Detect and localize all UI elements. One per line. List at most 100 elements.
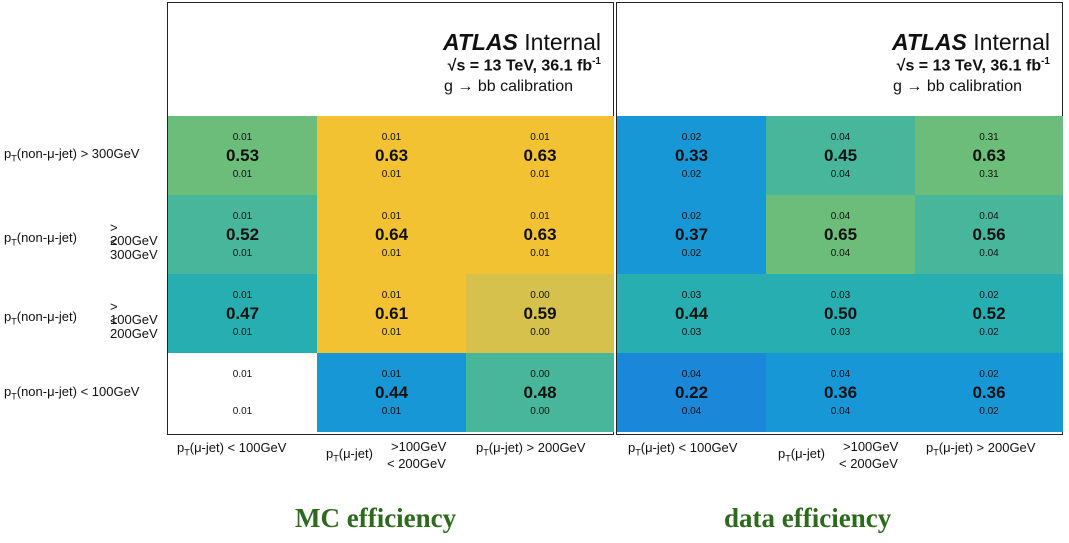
heatmap-cell: 0.01 0.47 0.01 [168,274,317,353]
heatmap-cell: 0.00 0.48 0.00 [466,353,614,432]
lower-uncertainty: 0.01 [530,248,550,259]
efficiency-value: 0.56 [972,225,1006,244]
calibration-label: g → bb calibration [893,78,1022,95]
efficiency-value: 0.36 [972,383,1006,402]
efficiency-value: 0.48 [523,383,557,402]
heatmap-cell: 0.04 0.36 0.04 [766,353,915,432]
heatmap-cell: 0.01 0.01 [168,353,317,432]
lower-uncertainty: 0.01 [381,248,402,259]
efficiency-value: 0.52 [972,304,1006,323]
heatmap-cell: 0.01 0.63 0.01 [317,116,466,195]
heatmap-cell: 0.03 0.44 0.03 [617,274,766,353]
upper-uncertainty: 0.01 [232,211,253,222]
col-label-lt100: pT(μ-jet) < 100GeV [628,440,738,458]
upper-uncertainty: 0.04 [830,369,851,380]
lower-uncertainty: 0.01 [381,327,402,338]
mc-caption: MC efficiency [295,503,457,533]
mc-header: ATLAS Internal √s = 13 TeV, 36.1 fb-1 g … [168,3,613,116]
mc-efficiency-panel: ATLAS Internal √s = 13 TeV, 36.1 fb-1 g … [167,2,614,435]
lower-uncertainty: 0.01 [232,169,253,180]
upper-uncertainty: 0.02 [979,369,999,380]
efficiency-value: 0.52 [225,225,260,244]
upper-uncertainty: 0.01 [381,211,402,222]
lower-uncertainty: 0.04 [830,406,851,417]
lower-uncertainty: 0.02 [979,327,999,338]
lower-uncertainty: 0.00 [530,406,550,417]
col-label-100-200-line1: >100GeV [843,439,899,454]
lower-uncertainty: 0.04 [830,169,851,180]
col-label-100-200-line2: < 200GeV [387,456,446,471]
upper-uncertainty: 0.01 [381,290,402,301]
heatmap-cell: 0.04 0.22 0.04 [617,353,766,432]
efficiency-value: 0.44 [674,304,709,323]
heatmap-cell: 0.01 0.61 0.01 [317,274,466,353]
data-efficiency-panel: ATLAS Internal √s = 13 TeV, 36.1 fb-1 g … [616,2,1063,435]
upper-uncertainty: 0.02 [979,290,999,301]
upper-uncertainty: 0.03 [681,290,702,301]
lower-uncertainty: 0.31 [979,169,999,180]
heatmap-cell: 0.02 0.37 0.02 [617,195,766,274]
heatmap-cell: 0.02 0.52 0.02 [915,274,1063,353]
efficiency-value: 0.37 [674,225,709,244]
heatmap-cell: 0.03 0.50 0.03 [766,274,915,353]
lower-uncertainty: 0.04 [979,248,999,259]
upper-uncertainty: 0.01 [530,211,550,222]
lower-uncertainty: 0.01 [530,169,550,180]
upper-uncertainty: 0.04 [681,369,702,380]
efficiency-value: 0.36 [823,383,858,402]
efficiency-value: 0.47 [225,304,260,323]
efficiency-value: 0.63 [523,146,557,165]
efficiency-value: 0.45 [823,146,858,165]
upper-uncertainty: 0.04 [830,132,851,143]
heatmap-cell: 0.02 0.33 0.02 [617,116,766,195]
atlas-label: ATLAS Internal [442,29,601,55]
lower-uncertainty: 0.04 [681,406,702,417]
efficiency-value: 0.63 [523,225,557,244]
upper-uncertainty: 0.01 [381,369,402,380]
heatmap-cell: 0.01 0.63 0.01 [466,116,614,195]
efficiency-value: 0.64 [374,225,409,244]
efficiency-value: 0.22 [674,383,709,402]
heatmap-cell: 0.01 0.53 0.01 [168,116,317,195]
upper-uncertainty: 0.04 [979,211,999,222]
heatmap-cell: 0.01 0.63 0.01 [466,195,614,274]
heatmap-cell: 0.02 0.36 0.02 [915,353,1063,432]
efficiency-value: 0.63 [374,146,409,165]
col-label-100-200-line1: >100GeV [391,439,447,454]
heatmap-cell: 0.00 0.59 0.00 [466,274,614,353]
lower-uncertainty: 0.02 [681,248,702,259]
energy-label: √s = 13 TeV, 36.1 fb-1 [896,56,1050,75]
upper-uncertainty: 0.03 [830,290,851,301]
lower-uncertainty: 0.01 [232,248,253,259]
upper-uncertainty: 0.02 [681,132,702,143]
energy-label: √s = 13 TeV, 36.1 fb-1 [447,56,601,75]
lower-uncertainty: 0.01 [232,327,253,338]
heatmap-cell: 0.31 0.63 0.31 [915,116,1063,195]
upper-uncertainty: 0.02 [681,211,702,222]
heatmap-cell: 0.01 0.52 0.01 [168,195,317,274]
col-label-gt200: pT(μ-jet) > 200GeV [476,440,586,458]
lower-uncertainty: 0.03 [681,327,702,338]
efficiency-value: 0.65 [823,225,858,244]
data-header: ATLAS Internal √s = 13 TeV, 36.1 fb-1 g … [617,3,1062,116]
lower-uncertainty: 0.01 [381,406,402,417]
efficiency-value: 0.61 [374,304,409,323]
heatmap-cell: 0.04 0.65 0.04 [766,195,915,274]
lower-uncertainty: 0.01 [381,169,402,180]
upper-uncertainty: 0.01 [232,290,253,301]
col-label-100-200-line2: < 200GeV [839,456,898,471]
lower-uncertainty: 0.01 [232,406,253,417]
efficiency-value: 0.33 [674,146,709,165]
upper-uncertainty: 0.00 [530,369,550,380]
upper-uncertainty: 0.01 [530,132,550,143]
upper-uncertainty: 0.01 [232,369,253,380]
heatmap-cell: 0.01 0.64 0.01 [317,195,466,274]
efficiency-value: 0.50 [823,304,858,323]
calibration-label: g → bb calibration [444,78,573,95]
heatmap-cell: 0.04 0.45 0.04 [766,116,915,195]
upper-uncertainty: 0.01 [381,132,402,143]
col-label-lt100: pT(μ-jet) < 100GeV [177,440,287,458]
upper-uncertainty: 0.00 [530,290,550,301]
heatmap-cell: 0.01 0.44 0.01 [317,353,466,432]
lower-uncertainty: 0.00 [530,327,550,338]
